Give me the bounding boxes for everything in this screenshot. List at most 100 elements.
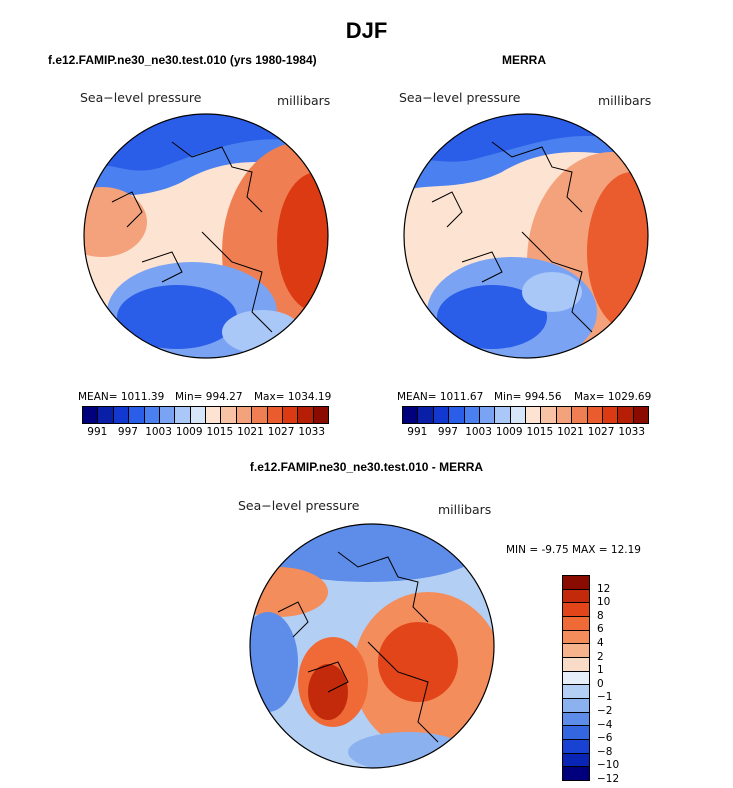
diff-units-label: millibars [438, 502, 492, 517]
obs-colorbar-swatch-3 [449, 407, 465, 423]
diff-colorbar-tick-label: 12 [597, 582, 611, 595]
obs-variable-label: Sea−level pressure [399, 90, 521, 105]
diff-panel-title: f.e12.FAMIP.ne30_ne30.test.010 - MERRA [249, 460, 484, 474]
diff-colorbar-tick-label: 8 [597, 609, 604, 622]
diff-colorbar-swatch-6 [563, 658, 589, 672]
diff-colorbar-swatch-0 [563, 576, 589, 590]
model-colorbar-swatch-10 [236, 407, 253, 423]
diff-slp-map [249, 523, 495, 769]
diff-colorbar-tick-label: −1 [597, 691, 613, 704]
model-panel-title: f.e12.FAMIP.ne30_ne30.test.010 (yrs 1980… [48, 53, 317, 67]
obs-max-stat: Max= 1029.69 [574, 391, 652, 403]
model-colorbar-tick-label: 1033 [298, 426, 326, 438]
model-colorbar-tick-label: 1015 [206, 426, 234, 438]
diff-colorbar-swatch-5 [563, 644, 589, 659]
obs-colorbar-tick-label: 1003 [465, 426, 492, 438]
model-colorbar-swatch-7 [190, 407, 206, 423]
obs-colorbar-swatch-11 [572, 407, 588, 423]
diff-colorbar-tick-label: 6 [597, 623, 604, 636]
model-colorbar-tick-label: 991 [87, 426, 108, 438]
obs-colorbar-tick-label: 997 [437, 426, 458, 438]
diff-colorbar-tick-label: −10 [597, 759, 620, 772]
model-colorbar-tick-label: 1021 [237, 426, 264, 438]
diff-colorbar-tick-label: 1 [597, 664, 604, 677]
obs-colorbar-swatch-7 [510, 407, 526, 423]
model-colorbar-swatch-15 [313, 407, 328, 423]
model-colorbar-swatch-13 [282, 407, 299, 423]
obs-colorbar-swatch-14 [618, 407, 634, 423]
model-colorbar-swatch-2 [113, 407, 130, 423]
obs-colorbar-tick-label: 1027 [587, 426, 615, 438]
figure-title: DJF [345, 18, 388, 43]
model-colorbar-swatch-14 [298, 407, 314, 423]
diff-minmax-stat: MIN = -9.75 MAX = 12.19 [506, 544, 641, 556]
obs-colorbar-swatch-10 [556, 407, 573, 423]
model-max-stat: Max= 1034.19 [254, 391, 332, 403]
diff-colorbar-swatch-7 [563, 671, 589, 686]
model-units-label: millibars [277, 93, 331, 108]
obs-colorbar-ticks: 991 997 1003 1009 1015 1021 1027 1033 [402, 426, 647, 440]
obs-colorbar-swatch-1 [418, 407, 434, 423]
diff-colorbar-tick-label: 0 [597, 677, 604, 690]
diff-colorbar-tick-label: −2 [597, 705, 613, 717]
obs-colorbar [402, 406, 649, 424]
diff-variable-label: Sea−level pressure [238, 498, 360, 513]
obs-colorbar-tick-label: 1033 [618, 426, 646, 438]
model-colorbar-swatch-3 [129, 407, 145, 423]
obs-colorbar-swatch-2 [433, 407, 450, 423]
obs-slp-map [403, 113, 649, 359]
obs-colorbar-swatch-6 [495, 407, 511, 423]
diff-colorbar [562, 575, 590, 781]
diff-colorbar-swatch-13 [563, 753, 589, 768]
diff-colorbar-swatch-2 [563, 603, 589, 618]
diff-colorbar-swatch-9 [563, 699, 589, 713]
obs-colorbar-tick-label: 991 [407, 426, 428, 438]
obs-colorbar-tick-label: 1015 [526, 426, 554, 438]
model-colorbar-swatch-9 [221, 407, 237, 423]
obs-colorbar-swatch-15 [633, 407, 648, 423]
obs-colorbar-swatch-8 [526, 407, 542, 423]
diff-colorbar-swatch-11 [563, 726, 589, 741]
obs-colorbar-swatch-5 [479, 407, 496, 423]
diff-colorbar-tick-label: −4 [597, 718, 613, 731]
diff-colorbar-swatch-3 [563, 617, 589, 631]
obs-colorbar-swatch-13 [602, 407, 619, 423]
obs-colorbar-swatch-0 [403, 407, 419, 423]
obs-units-label: millibars [598, 93, 652, 108]
diff-colorbar-tick-label: −12 [597, 773, 620, 785]
diff-colorbar-swatch-1 [563, 589, 589, 604]
diff-colorbar-tick-label: 4 [597, 637, 604, 649]
diff-colorbar-swatch-14 [563, 767, 589, 781]
obs-colorbar-tick-label: 1009 [495, 426, 523, 438]
diff-colorbar-tick-label: 10 [597, 596, 611, 609]
model-variable-label: Sea−level pressure [80, 90, 202, 105]
diff-colorbar-swatch-12 [563, 740, 589, 754]
model-colorbar-tick-label: 1027 [267, 426, 295, 438]
obs-panel-title: MERRA [502, 53, 546, 67]
diff-colorbar-tick-label: −8 [597, 745, 613, 758]
model-colorbar-tick-label: 997 [117, 426, 138, 438]
diff-colorbar-swatch-8 [563, 685, 589, 700]
obs-colorbar-swatch-9 [541, 407, 557, 423]
model-slp-map [83, 113, 329, 359]
diff-colorbar-tick-label: 2 [597, 650, 604, 663]
diff-colorbar-swatch-10 [563, 712, 589, 727]
obs-min-stat: Min= 994.56 [494, 391, 562, 403]
model-colorbar-swatch-6 [175, 407, 191, 423]
model-colorbar-swatch-0 [83, 407, 99, 423]
obs-colorbar-swatch-4 [464, 407, 480, 423]
model-colorbar-swatch-12 [267, 407, 283, 423]
obs-mean-stat: MEAN= 1011.67 [397, 391, 484, 403]
model-colorbar-ticks: 991 997 1003 1009 1015 1021 1027 1033 [82, 426, 327, 440]
obs-colorbar-tick-label: 1021 [557, 426, 584, 438]
model-mean-stat: MEAN= 1011.39 [78, 391, 165, 403]
obs-colorbar-swatch-12 [587, 407, 603, 423]
model-colorbar-tick-label: 1009 [175, 426, 203, 438]
model-colorbar-swatch-8 [206, 407, 222, 423]
model-colorbar [82, 406, 329, 424]
diff-colorbar-tick-label: −6 [597, 732, 613, 745]
model-min-stat: Min= 994.27 [175, 391, 243, 403]
model-colorbar-swatch-11 [252, 407, 268, 423]
model-colorbar-tick-label: 1003 [145, 426, 172, 438]
model-colorbar-swatch-1 [98, 407, 114, 423]
